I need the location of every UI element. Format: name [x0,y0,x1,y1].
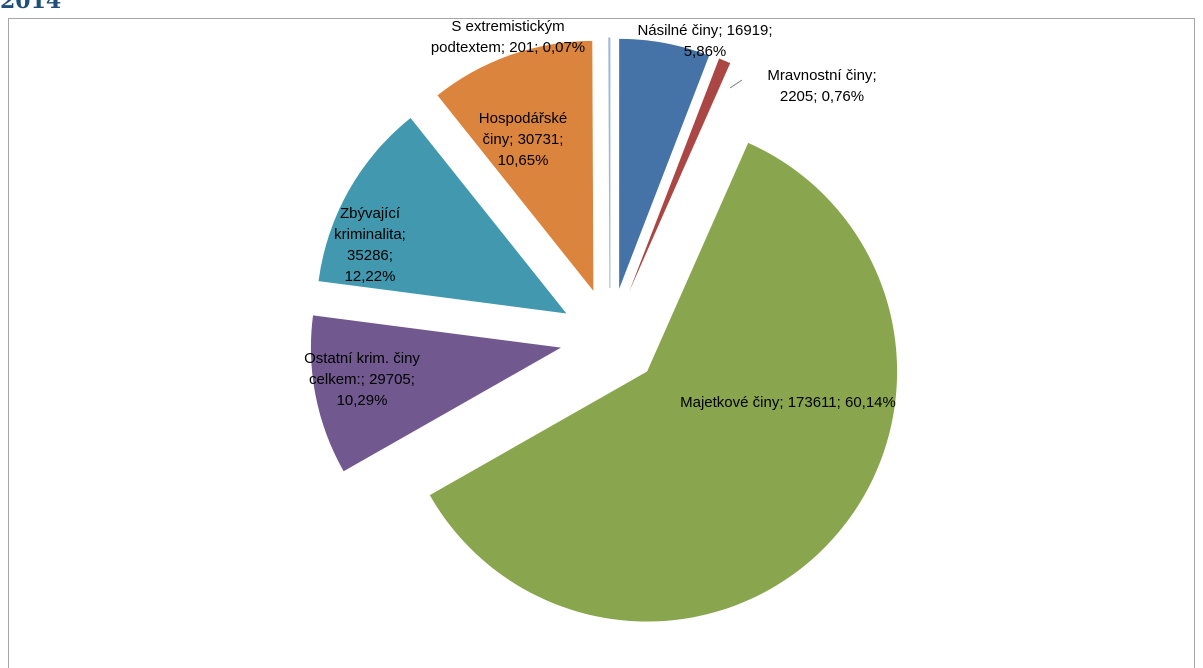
separator: ; [768,22,773,39]
percent-label: 5,86% [683,43,727,60]
separator: ; [872,67,877,84]
heading: 2014 [0,0,62,14]
value-label: 30731 [517,131,560,148]
slice-label: Majetkové činy; 173611; 60,14% [668,392,908,413]
pie-slice [629,58,731,292]
pie-slice [310,315,561,472]
pie-slice [429,142,898,622]
slice-label: Mravnostní činy; 2205; 0,76% [752,65,892,107]
value-label: 173611 [787,394,837,411]
slice-label: Násilné činy; 16919; 5,86% [630,20,780,62]
slice-label: Hospodářské činy; 30731; 10,65% [467,108,579,171]
percent-label: 10,29% [336,392,388,409]
category-name: S extremistickým podtextem [430,18,565,56]
separator: ; [410,371,415,388]
category-name: Majetkové činy [680,394,780,411]
percent-label: 0,76% [821,88,865,105]
leader-line [729,79,743,89]
separator: ; [813,88,822,105]
value-label: 35286 [347,247,389,264]
value-label: 29705 [369,371,411,388]
separator: ; [836,394,845,411]
pie-slice [619,38,710,289]
percent-label: 10,65% [497,152,549,169]
value-label: 2205 [779,88,814,105]
pie-slice [608,37,611,289]
value-label: 201 [509,39,535,56]
percent-label: 60,14% [844,394,896,411]
value-label: 16919 [726,22,769,39]
separator: ; [401,226,406,243]
category-name: Mravnostní činy [767,67,873,84]
separator: ; [509,131,518,148]
category-name: Hospodářské činy [478,110,568,148]
separator: ; [779,394,788,411]
separator: ; [388,247,393,264]
pie-slice [437,40,594,291]
separator: ; [500,39,510,56]
pie-slice [318,117,567,314]
category-name: Násilné činy [637,22,719,39]
percent-label: 0,07% [542,39,586,56]
slice-label: S extremistickým podtextem; 201; 0,07% [416,16,601,58]
percent-label: 12,22% [344,268,396,285]
slice-label: Zbývající kriminalita; 35286; 12,22% [323,203,418,287]
category-name: Zbývající kriminalita [334,205,402,243]
separator: ; [559,131,564,148]
separator: ; [534,39,543,56]
separator: ; [718,22,727,39]
separator: ; [360,371,370,388]
category-name: Ostatní krim. činy celkem: [304,350,420,388]
slice-label: Ostatní krim. činy celkem:; 29705; 10,29… [288,348,436,411]
